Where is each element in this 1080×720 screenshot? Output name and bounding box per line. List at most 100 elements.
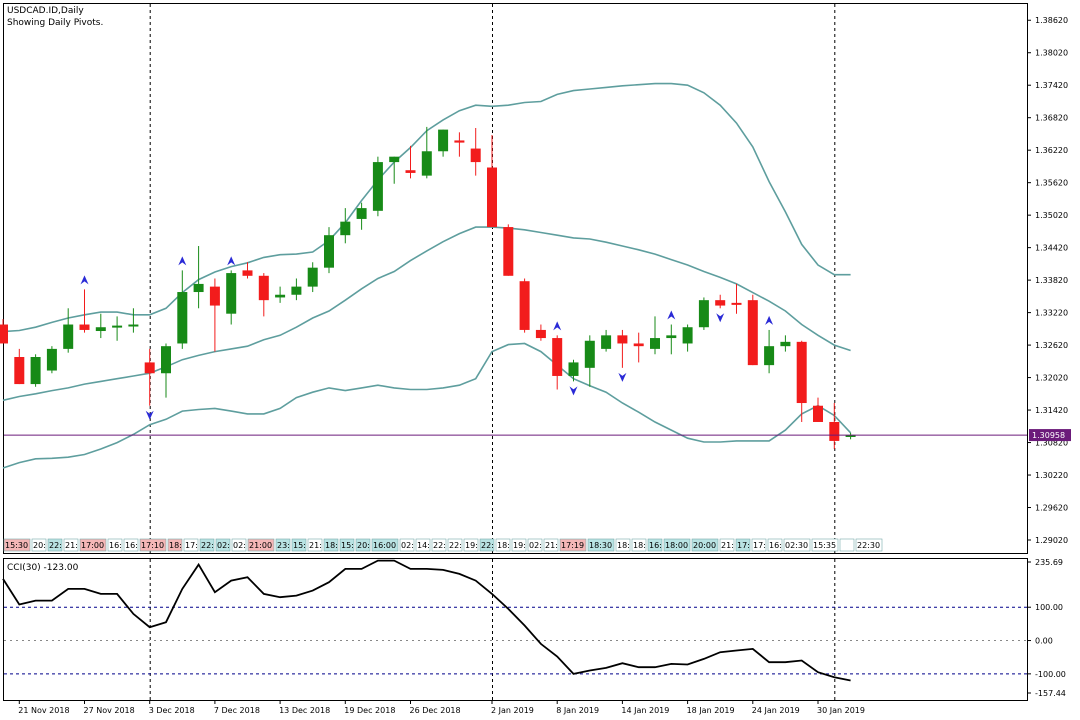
candle-body [291, 286, 302, 295]
fractal-up-arrow [227, 256, 236, 266]
candle[interactable] [128, 308, 139, 333]
candle[interactable] [79, 289, 90, 333]
candle[interactable] [584, 335, 595, 387]
candle[interactable] [796, 340, 807, 422]
candle[interactable] [503, 224, 514, 276]
candle[interactable] [552, 335, 563, 390]
candle-body [275, 294, 286, 298]
candle[interactable] [226, 270, 237, 325]
candle-body [617, 335, 628, 344]
date-tick-label: 26 Dec 2018 [410, 706, 461, 715]
candle[interactable] [324, 227, 334, 274]
candle[interactable] [470, 127, 481, 176]
candle[interactable] [421, 126, 432, 179]
price-tick-label: 1.29020 [1035, 536, 1068, 545]
candle[interactable] [193, 246, 204, 309]
time-tag-label: 19: [513, 541, 526, 550]
cci-tick-label: -157.44 [1035, 689, 1066, 698]
price-tick-label: 1.33220 [1035, 309, 1068, 318]
candle[interactable] [438, 129, 449, 157]
price-axis: 1.38620 1.38020 1.37420 1.36820 1.36220 1.356… [1027, 16, 1071, 545]
candle[interactable] [731, 283, 742, 314]
time-tag-label: 17: [737, 541, 750, 550]
candle-body [209, 286, 220, 306]
candle[interactable] [95, 313, 106, 339]
candle[interactable] [601, 329, 612, 352]
time-tag-label: 23: [277, 541, 290, 550]
candle[interactable] [780, 335, 791, 352]
time-tag [107, 538, 123, 552]
candle[interactable] [46, 346, 57, 374]
candle[interactable] [161, 343, 171, 398]
candle[interactable] [633, 332, 644, 363]
candle[interactable] [144, 348, 155, 406]
price-tick-label: 1.35620 [1035, 179, 1068, 188]
time-tag-label: 15:30 [5, 541, 28, 550]
candle[interactable] [845, 432, 856, 440]
time-tag [559, 538, 587, 552]
candle[interactable] [535, 324, 546, 341]
fractal-down-arrow [716, 313, 725, 323]
candle[interactable] [715, 294, 726, 309]
candle[interactable] [209, 278, 220, 352]
candle[interactable] [617, 329, 628, 368]
candle[interactable] [275, 286, 286, 303]
candle[interactable] [372, 156, 383, 217]
time-tag [479, 538, 495, 552]
time-tag-label: 19: [465, 541, 478, 550]
time-tag [527, 538, 543, 552]
time-tag [719, 538, 735, 552]
time-tag [855, 538, 883, 552]
time-tag [247, 538, 275, 552]
date-tick-label: 3 Dec 2018 [149, 706, 195, 715]
candle[interactable] [356, 202, 367, 230]
candle[interactable] [63, 308, 74, 353]
candle[interactable] [650, 316, 660, 355]
candle[interactable] [747, 294, 758, 366]
candle[interactable] [764, 329, 775, 374]
candle[interactable] [340, 208, 351, 244]
candle[interactable] [487, 135, 497, 228]
candle[interactable] [568, 359, 579, 382]
candle[interactable] [177, 270, 188, 349]
candle-body [552, 338, 563, 376]
candle[interactable] [30, 354, 41, 387]
candles[interactable] [0, 126, 856, 450]
candle[interactable] [242, 262, 253, 279]
candle[interactable] [112, 316, 123, 341]
candle-body [307, 267, 318, 287]
candle[interactable] [258, 273, 269, 317]
candle-body [324, 235, 334, 268]
time-tag-label: 18: [497, 541, 510, 550]
candle[interactable] [389, 156, 400, 184]
time-tag-label: 20: [357, 541, 370, 550]
candle[interactable] [454, 132, 465, 157]
candle[interactable] [519, 278, 530, 333]
time-tag-label: 16: [125, 541, 138, 550]
time-tag [811, 538, 839, 552]
candle-body [503, 227, 514, 276]
candle[interactable] [829, 403, 840, 450]
date-tick-label: 14 Jan 2019 [621, 706, 669, 715]
fractal-down-arrow [569, 386, 578, 396]
candle[interactable] [666, 324, 677, 355]
price-tick-label: 1.36220 [1035, 146, 1068, 155]
candle[interactable] [291, 278, 302, 301]
time-tag [371, 538, 399, 552]
candle[interactable] [307, 262, 318, 293]
time-tag-label: 18: [633, 541, 646, 550]
time-tag [339, 538, 355, 552]
date-tick-label: 27 Nov 2018 [84, 706, 135, 715]
candle[interactable] [682, 324, 693, 352]
price-tick-label: 1.33820 [1035, 276, 1068, 285]
time-tag-label: 02: [401, 541, 414, 550]
candle[interactable] [0, 319, 8, 344]
candle-body [519, 281, 530, 330]
candle[interactable] [405, 145, 416, 179]
candle[interactable] [813, 397, 823, 422]
time-tag-label: 18:00 [665, 541, 688, 550]
candle[interactable] [698, 297, 709, 330]
candle-body [63, 324, 74, 349]
candle[interactable] [14, 348, 25, 385]
price-tick-label: 1.30820 [1035, 439, 1068, 448]
